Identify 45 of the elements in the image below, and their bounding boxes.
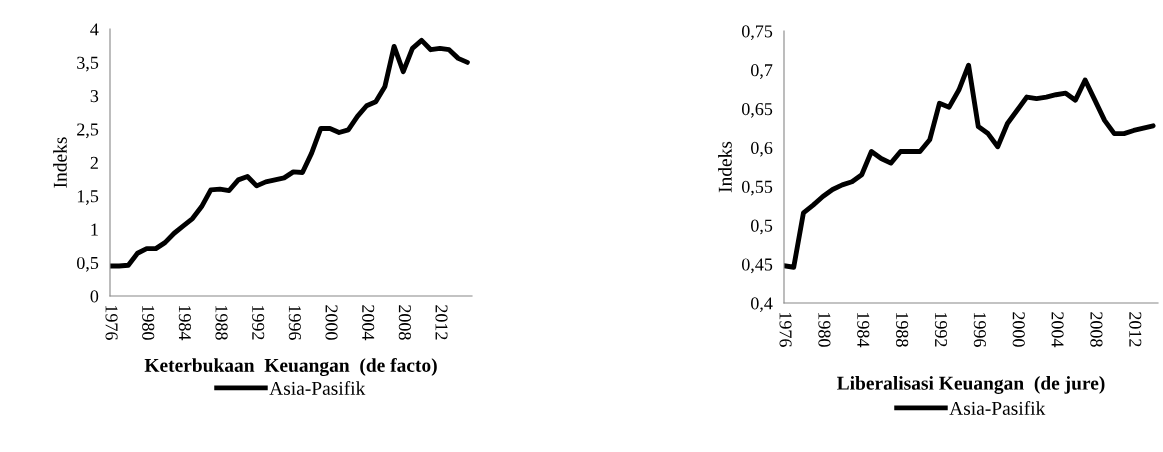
legend-label: Asia-Pasifik [949, 401, 1046, 415]
x-tick-label: 1988 [215, 305, 228, 340]
x-tick-label: 1980 [818, 312, 831, 347]
y-tick-label: 0,4 [751, 297, 773, 313]
x-tick-label: 1976 [105, 305, 118, 340]
x-tick-label: 2008 [398, 305, 411, 340]
y-tick-label: 0,7 [751, 64, 773, 79]
x-tick-label: 1996 [973, 312, 986, 347]
y-tick-label: 0,5 [751, 219, 773, 235]
x-tick-label: 1996 [288, 305, 301, 340]
x-tick-label: 1992 [252, 305, 265, 340]
y-tick-label: 3,5 [77, 56, 99, 72]
y-axis-title: Indeks [718, 141, 732, 193]
y-tick-label: 0,55 [741, 180, 773, 196]
y-tick-label: 2 [90, 156, 98, 169]
y-axis-title: Indeks [53, 137, 67, 188]
y-tick-label: 1 [91, 223, 98, 236]
line-series [110, 37, 470, 269]
y-tick-label: 0,45 [741, 258, 773, 274]
y-tick-label: 0,65 [741, 102, 773, 118]
y-tick-label: 1,5 [77, 190, 99, 205]
y-tick-label: 0,75 [741, 25, 773, 41]
x-tick-label: 2000 [1012, 312, 1025, 347]
y-tick-label: 0 [90, 290, 99, 303]
x-tick-label: 1992 [934, 312, 948, 347]
x-tick-label: 2012 [1129, 312, 1142, 347]
y-tick-label: 0,6 [751, 141, 773, 157]
y-tick-label: 0,5 [77, 256, 99, 272]
x-tick-label: 2004 [1051, 312, 1064, 348]
y-tick-label: 4 [90, 23, 99, 36]
y-tick-label: 2,5 [77, 123, 99, 139]
x-tick-label: 1976 [779, 312, 792, 347]
x-tick-label: 2004 [362, 305, 375, 341]
x-tick-label: 1988 [896, 312, 909, 347]
x-tick-label: 2012 [435, 305, 448, 340]
x-tick-label: 2008 [1090, 312, 1103, 347]
text: Keterbukaan Keuangan (de facto) [144, 358, 437, 376]
legend-label: Asia-Pasifik [269, 381, 366, 395]
x-tick-label: 1984 [857, 312, 870, 348]
text: Liberalisasi Keuangan (de jure) [837, 376, 1105, 394]
y-tick-label: 3 [90, 90, 99, 103]
x-tick-label: 1980 [142, 305, 155, 340]
x-tick-label: 1984 [178, 305, 191, 341]
line-series [784, 62, 1156, 270]
x-tick-label: 2000 [325, 305, 338, 340]
